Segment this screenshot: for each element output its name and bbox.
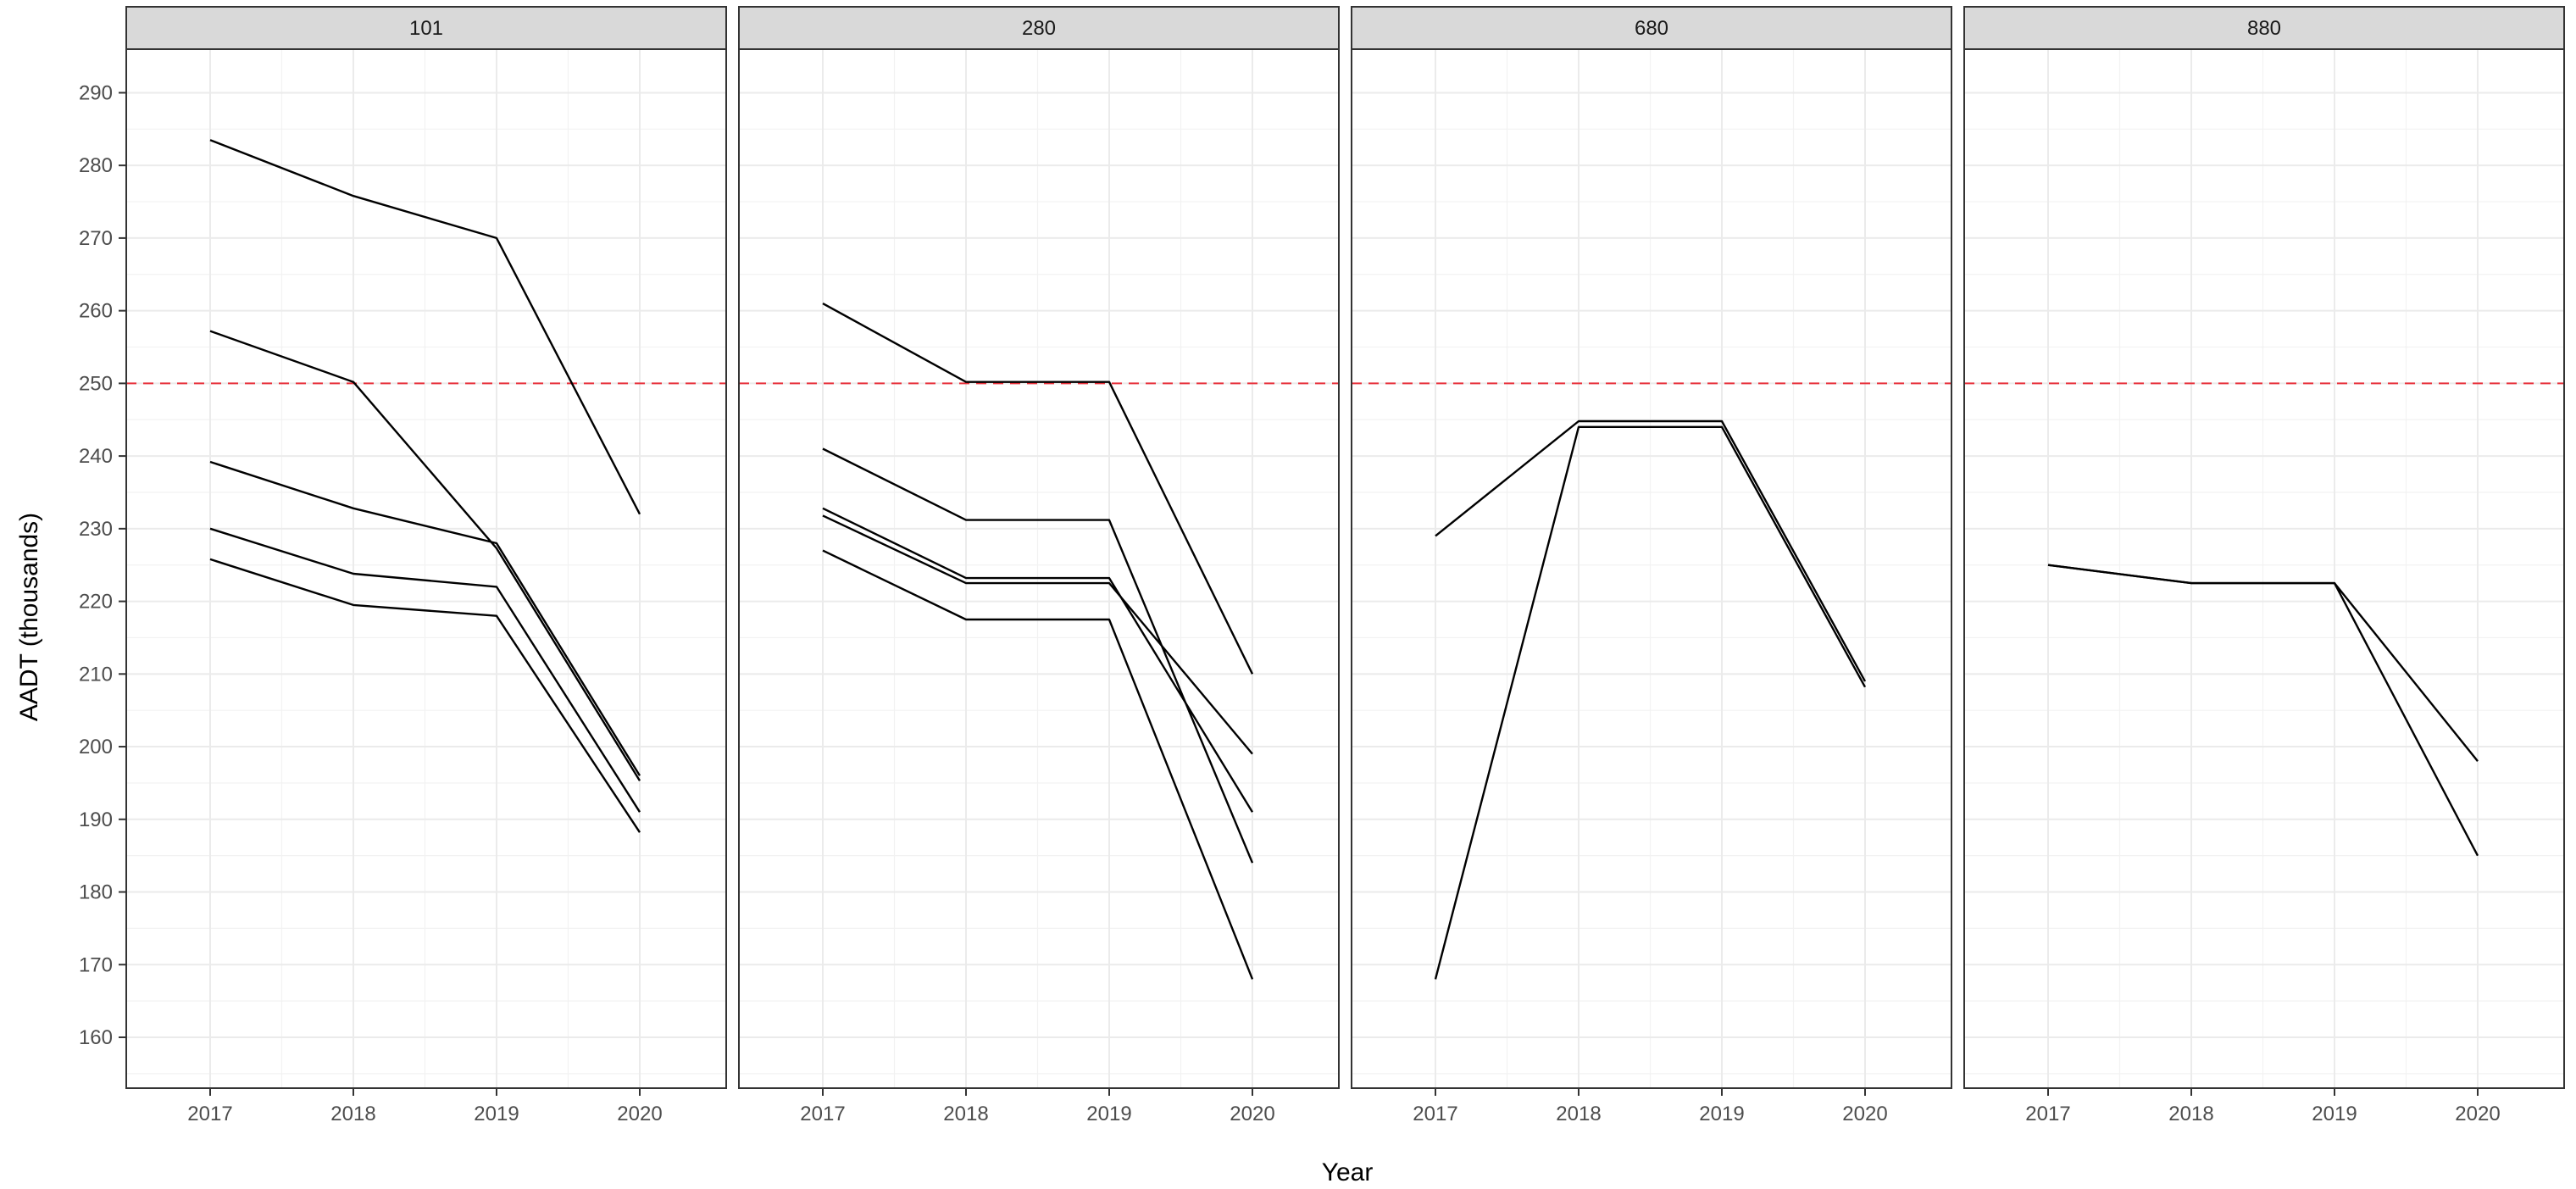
x-tick-label: 2017 [800,1103,845,1125]
x-tick-label: 2018 [1556,1103,1601,1125]
y-tick-label: 190 [79,808,113,831]
series-line-680-2 [1434,425,1867,980]
series-line-280-5 [822,549,1254,980]
y-tick-label: 280 [79,154,113,177]
y-tick-label: 250 [79,372,113,395]
series-line-680-1 [1435,419,1867,682]
panel-background [1352,49,1951,1088]
facet-strip [1351,6,1952,50]
x-tick-label: 2019 [1086,1103,1131,1125]
facet-panel-680: 680 2017 2018 2019 2020 [1351,6,1952,1125]
x-tick-label: 2017 [187,1103,232,1125]
facet-strip [1963,6,2565,50]
y-tick-label: 210 [79,663,113,686]
facet-panel-280: 280 2017 2018 2019 2020 [738,6,1340,1125]
y-tick-label: 270 [79,227,113,250]
panel-background [126,49,726,1088]
x-tick-label: 2018 [943,1103,988,1125]
x-tick-label: 2019 [2312,1103,2357,1125]
series-line-280-2 [822,447,1254,864]
x-tick-label: 2019 [1699,1103,1744,1125]
x-tick-label: 2020 [617,1103,662,1125]
x-axis-title: Year [1322,1158,1374,1186]
x-tick-label: 2018 [330,1103,375,1125]
panel-background [739,49,1339,1088]
series-line-280-3 [822,507,1254,813]
y-tick-label: 200 [79,736,113,758]
series-line-880-2 [2047,564,2479,857]
y-tick-label: 180 [79,881,113,904]
x-tick-label: 2020 [1842,1103,1887,1125]
facet-strip-label: 101 [409,17,443,40]
y-tick-label: 290 [79,81,113,104]
y-tick-label: 220 [79,591,113,614]
series-line-101-1 [209,139,641,515]
series-line-280-1 [822,303,1254,675]
y-axis: 160 170 180 190 200 210 220 230 240 250 260 270 280 2… [79,81,126,1049]
facet-panel-880: 880 2017 2018 2019 2020 [1963,6,2565,1125]
y-tick-label: 170 [79,953,113,976]
series-line-101-2 [209,330,641,781]
y-tick-label: 260 [79,300,113,323]
facet-strip-label: 680 [1635,17,1668,40]
facet-strip [738,6,1340,50]
x-tick-label: 2017 [2025,1103,2070,1125]
y-tick-label: 230 [79,518,113,541]
panel-background [1964,49,2564,1088]
facet-strip-label: 880 [2247,17,2281,40]
y-tick-label: 240 [79,445,113,468]
x-tick-label: 2017 [1413,1103,1457,1125]
series-line-101-4 [209,527,641,813]
series-line-280-4 [822,514,1253,755]
series-line-101-5 [209,558,641,833]
y-axis-title: AADT (thousands) [15,513,43,721]
series-line-101-3 [209,460,641,776]
x-tick-label: 2019 [474,1103,519,1125]
facet-panel-101: 101 2017 2018 2019 2020 [125,6,727,1125]
facet-strip [125,6,727,50]
y-tick-label: 160 [79,1026,113,1049]
x-tick-label: 2020 [1230,1103,1274,1125]
x-tick-label: 2018 [2168,1103,2213,1125]
facet-strip-label: 280 [1022,17,1056,40]
x-tick-label: 2020 [2455,1103,2500,1125]
